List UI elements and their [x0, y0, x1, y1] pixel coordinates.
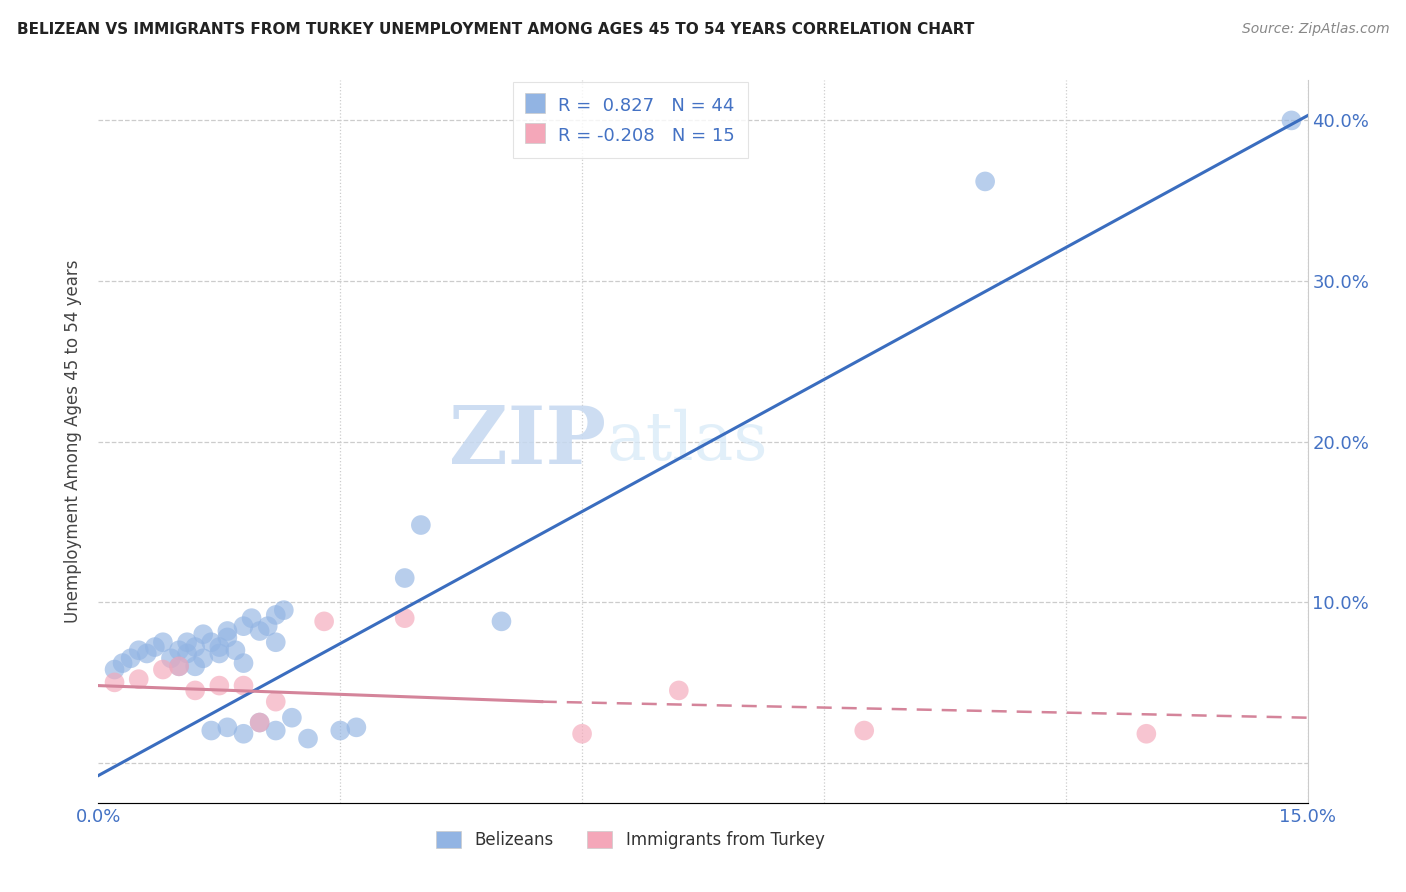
Point: [232, 619, 254, 633]
Point: [394, 611, 416, 625]
Point: [103, 675, 125, 690]
Point: [232, 656, 254, 670]
Point: [264, 607, 287, 622]
Point: [314, 615, 336, 629]
Point: [249, 715, 271, 730]
Point: [152, 663, 174, 677]
Point: [176, 647, 198, 661]
Point: [143, 640, 166, 654]
Point: [135, 647, 157, 661]
Y-axis label: Unemployment Among Ages 45 to 54 years: Unemployment Among Ages 45 to 54 years: [65, 260, 83, 624]
Point: [193, 627, 215, 641]
Point: [111, 656, 134, 670]
Point: [152, 635, 174, 649]
Point: [273, 603, 295, 617]
Point: [281, 711, 304, 725]
Point: [232, 727, 254, 741]
Point: [103, 663, 125, 677]
Point: [344, 720, 367, 734]
Point: [224, 643, 246, 657]
Point: [297, 731, 319, 746]
Point: [167, 643, 190, 657]
Point: [256, 619, 278, 633]
Point: [571, 727, 593, 741]
Point: [264, 635, 287, 649]
Point: [232, 679, 254, 693]
Point: [264, 723, 287, 738]
Point: [217, 720, 239, 734]
Point: [240, 611, 263, 625]
Point: [128, 672, 150, 686]
Point: [249, 715, 271, 730]
Point: [184, 659, 207, 673]
Point: [217, 624, 239, 638]
Point: [668, 683, 690, 698]
Point: [249, 624, 271, 638]
Point: [167, 659, 190, 673]
Point: [217, 631, 239, 645]
Text: atlas: atlas: [606, 409, 768, 475]
Point: [208, 640, 231, 654]
Point: [184, 640, 207, 654]
Point: [200, 723, 222, 738]
Legend: Belizeans, Immigrants from Turkey: Belizeans, Immigrants from Turkey: [430, 824, 831, 856]
Point: [160, 651, 183, 665]
Point: [120, 651, 142, 665]
Point: [128, 643, 150, 657]
Point: [1135, 727, 1157, 741]
Point: [208, 679, 231, 693]
Point: [176, 635, 198, 649]
Text: BELIZEAN VS IMMIGRANTS FROM TURKEY UNEMPLOYMENT AMONG AGES 45 TO 54 YEARS CORREL: BELIZEAN VS IMMIGRANTS FROM TURKEY UNEMP…: [17, 22, 974, 37]
Point: [167, 659, 190, 673]
Point: [1281, 113, 1303, 128]
Point: [264, 695, 287, 709]
Text: Source: ZipAtlas.com: Source: ZipAtlas.com: [1241, 22, 1389, 37]
Point: [208, 647, 231, 661]
Point: [409, 518, 432, 533]
Text: ZIP: ZIP: [450, 402, 606, 481]
Point: [974, 174, 997, 188]
Point: [193, 651, 215, 665]
Point: [394, 571, 416, 585]
Point: [329, 723, 352, 738]
Point: [853, 723, 876, 738]
Point: [200, 635, 222, 649]
Point: [184, 683, 207, 698]
Point: [491, 615, 513, 629]
